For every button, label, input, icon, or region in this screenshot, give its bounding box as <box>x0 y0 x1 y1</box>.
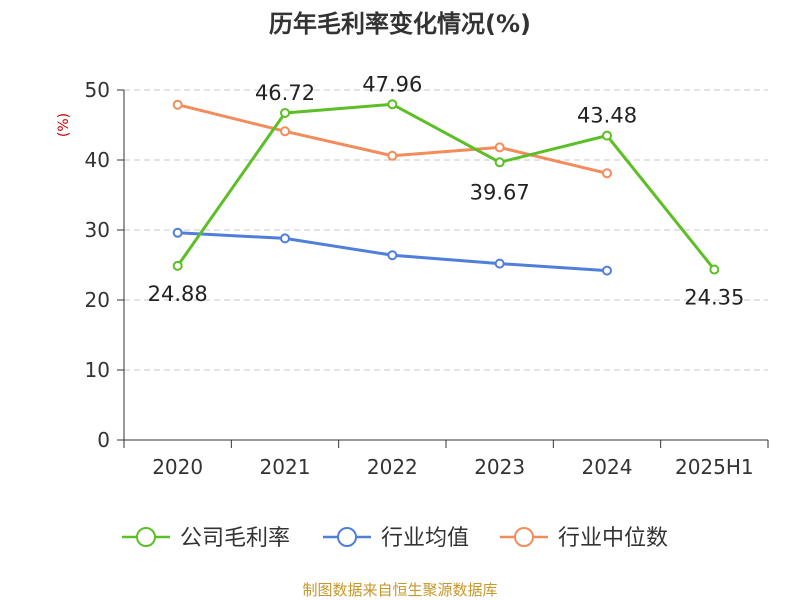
series-point-2 <box>387 250 398 261</box>
legend-marker-3 <box>514 527 534 547</box>
x-tick-label: 2024 <box>582 455 633 479</box>
series-point-3 <box>172 99 183 110</box>
x-tick-label: 2025H1 <box>675 455 754 479</box>
data-label: 24.35 <box>684 286 744 310</box>
series-line-3 <box>177 103 608 175</box>
series-point-3 <box>602 168 612 179</box>
series-point-2 <box>280 233 290 244</box>
series-line-1 <box>176 102 716 271</box>
data-label: 46.72 <box>255 81 315 105</box>
series-layer <box>172 99 720 276</box>
series-point-1 <box>172 260 183 271</box>
series-point-3 <box>387 150 398 161</box>
source-note: 制图数据来自恒生聚源数据库 <box>302 581 497 599</box>
series-point-1 <box>387 99 398 110</box>
data-label: 47.96 <box>362 72 422 96</box>
y-tick-label: 0 <box>97 428 110 452</box>
y-tick-label: 20 <box>85 288 110 312</box>
y-tick-label: 30 <box>85 218 110 242</box>
legend-marker-1 <box>136 527 156 547</box>
series-point-2 <box>602 265 612 276</box>
gridlines <box>124 89 768 371</box>
data-labels: 24.88 46.72 47.96 39.67 43.48 24.35 <box>148 72 745 309</box>
chart-title: 历年毛利率变化情况(%) <box>269 10 531 38</box>
series-point-1 <box>602 130 612 141</box>
legend-label-1: 公司毛利率 <box>180 526 290 551</box>
x-tick-label: 2023 <box>474 455 525 479</box>
series-point-1 <box>494 157 505 168</box>
data-label: 39.67 <box>470 180 530 204</box>
series-point-3 <box>280 126 290 137</box>
x-tick-label: 2022 <box>367 455 418 479</box>
data-label: 24.88 <box>148 282 208 306</box>
series-point-3 <box>494 142 505 153</box>
series-point-2 <box>172 227 183 238</box>
axes: 0 10 20 30 40 50 2020 2021 2022 2023 2024 2025H1 <box>85 78 769 479</box>
legend-label-3: 行业中位数 <box>558 526 668 551</box>
legend: 公司毛利率 行业均值 行业中位数 <box>122 526 668 551</box>
series-point-1 <box>709 264 720 275</box>
y-axis-label: (%) <box>56 113 72 137</box>
legend-marker-2 <box>337 527 357 547</box>
y-tick-label: 50 <box>85 78 110 102</box>
y-tick-label: 40 <box>85 148 110 172</box>
x-tick-label: 2021 <box>260 455 311 479</box>
data-label: 43.48 <box>577 104 637 128</box>
series-point-1 <box>280 107 290 118</box>
y-tick-label: 10 <box>85 358 110 382</box>
series-point-2 <box>494 258 505 269</box>
x-tick-label: 2020 <box>152 455 203 479</box>
legend-label-2: 行业均值 <box>381 526 469 551</box>
